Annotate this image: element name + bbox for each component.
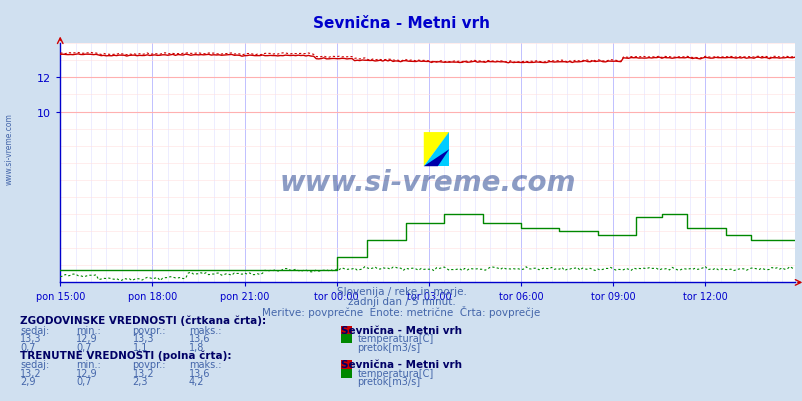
Text: 4,2: 4,2 xyxy=(188,376,204,386)
Text: zadnji dan / 5 minut.: zadnji dan / 5 minut. xyxy=(347,296,455,306)
Text: 13,3: 13,3 xyxy=(132,334,154,344)
Text: 2,3: 2,3 xyxy=(132,376,148,386)
Text: 13,2: 13,2 xyxy=(132,368,154,378)
Text: temperatura[C]: temperatura[C] xyxy=(357,368,433,378)
Polygon shape xyxy=(423,150,449,167)
Text: temperatura[C]: temperatura[C] xyxy=(357,334,433,344)
Polygon shape xyxy=(423,133,449,167)
Text: Sevnična - Metni vrh: Sevnična - Metni vrh xyxy=(341,359,462,369)
Text: povpr.:: povpr.: xyxy=(132,359,166,369)
Text: pretok[m3/s]: pretok[m3/s] xyxy=(357,376,420,386)
Text: 0,7: 0,7 xyxy=(20,342,35,352)
Text: www.si-vreme.com: www.si-vreme.com xyxy=(5,113,14,184)
Text: 13,6: 13,6 xyxy=(188,368,210,378)
Text: 1,8: 1,8 xyxy=(188,342,204,352)
Text: Slovenija / reke in morje.: Slovenija / reke in morje. xyxy=(336,287,466,297)
Text: Meritve: povprečne  Enote: metrične  Črta: povprečje: Meritve: povprečne Enote: metrične Črta:… xyxy=(262,305,540,317)
Text: sedaj:: sedaj: xyxy=(20,325,49,335)
Text: Sevnična - Metni vrh: Sevnična - Metni vrh xyxy=(341,325,462,335)
Text: ZGODOVINSKE VREDNOSTI (črtkana črta):: ZGODOVINSKE VREDNOSTI (črtkana črta): xyxy=(20,315,266,325)
Text: 2,9: 2,9 xyxy=(20,376,35,386)
Text: 13,6: 13,6 xyxy=(188,334,210,344)
Text: pretok[m3/s]: pretok[m3/s] xyxy=(357,342,420,352)
Text: maks.:: maks.: xyxy=(188,325,221,335)
Text: 13,3: 13,3 xyxy=(20,334,42,344)
Text: TRENUTNE VREDNOSTI (polna črta):: TRENUTNE VREDNOSTI (polna črta): xyxy=(20,350,231,360)
Text: min.:: min.: xyxy=(76,325,101,335)
Text: maks.:: maks.: xyxy=(188,359,221,369)
Polygon shape xyxy=(423,133,449,167)
Text: 13,2: 13,2 xyxy=(20,368,42,378)
Text: Sevnična - Metni vrh: Sevnična - Metni vrh xyxy=(313,16,489,31)
Text: 1,1: 1,1 xyxy=(132,342,148,352)
Text: 0,7: 0,7 xyxy=(76,376,91,386)
Text: min.:: min.: xyxy=(76,359,101,369)
Text: 12,9: 12,9 xyxy=(76,334,98,344)
Text: 0,7: 0,7 xyxy=(76,342,91,352)
Text: www.si-vreme.com: www.si-vreme.com xyxy=(279,168,575,196)
Text: 12,9: 12,9 xyxy=(76,368,98,378)
Text: sedaj:: sedaj: xyxy=(20,359,49,369)
Text: povpr.:: povpr.: xyxy=(132,325,166,335)
